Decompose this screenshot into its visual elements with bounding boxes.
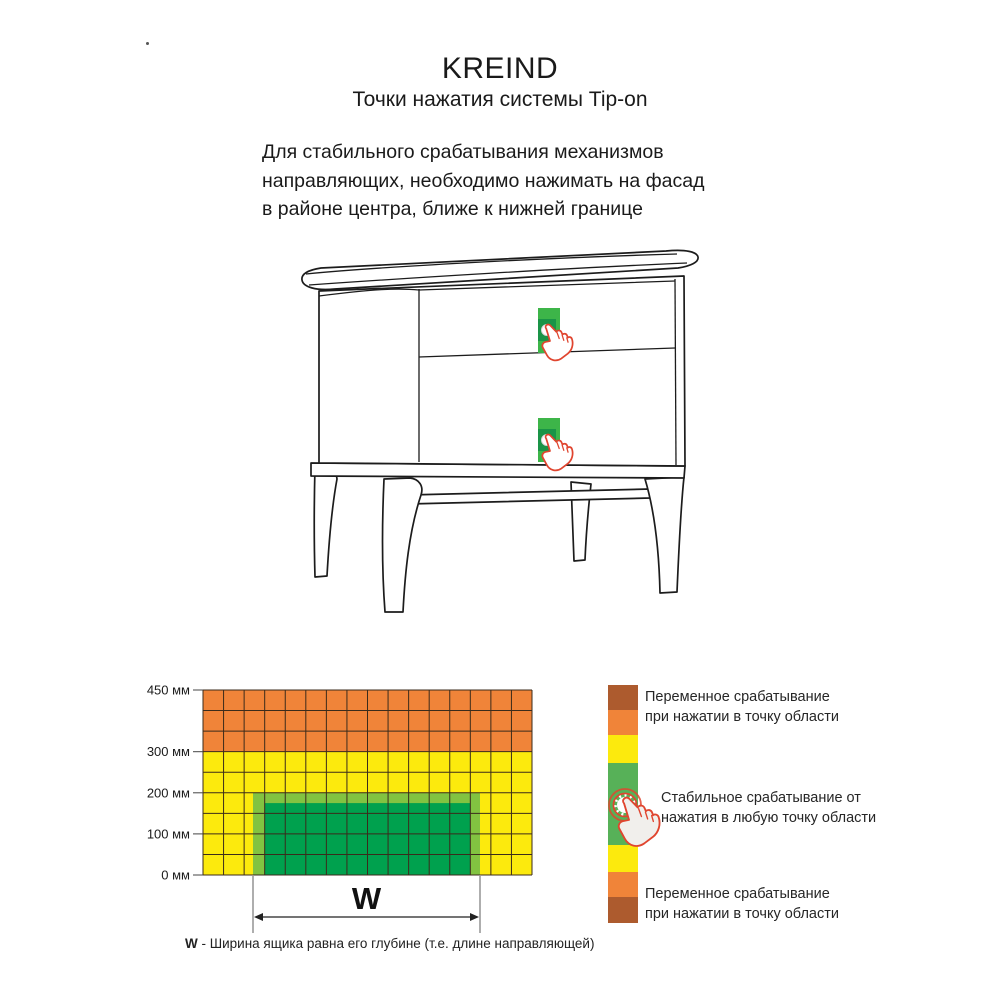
top-edge-line xyxy=(308,262,688,286)
page-title: KREIND xyxy=(441,52,559,85)
axis-tick-label: 0 мм xyxy=(161,868,190,883)
axis-tick-label: 300 мм xyxy=(147,744,190,759)
w-label: W xyxy=(352,881,382,916)
arrow-head-right xyxy=(470,913,479,921)
press-zone-chart: 450 мм 300 мм 200 мм 100 мм 0 мм W xyxy=(147,683,533,933)
w-caption-text: - Ширина ящика равна его глубине (т.е. д… xyxy=(197,936,595,951)
arrow-head-left xyxy=(254,913,263,921)
axis-tick-label: 450 мм xyxy=(147,683,190,698)
top-molding-line xyxy=(305,253,678,275)
leg-back-right xyxy=(570,481,592,562)
intro-paragraph: Для стабильного срабатывания механизмов … xyxy=(262,141,705,220)
right-stile-line xyxy=(674,278,677,466)
leg-back-left xyxy=(313,465,338,578)
legend-bar-segment-yellow-bottom xyxy=(608,845,638,872)
cabinet-legs xyxy=(310,462,686,613)
cabinet-top xyxy=(301,249,699,291)
legend-bar-segment-orange-top xyxy=(608,710,638,735)
legend-bar-segment-brown-top xyxy=(608,685,638,710)
legend-bar-segment-orange-bottom xyxy=(608,872,638,897)
legend-item-stable: Стабильное срабатывание от нажатия в люб… xyxy=(661,790,877,826)
cabinet-body xyxy=(318,275,686,467)
press-hand-icon xyxy=(617,796,661,847)
legend-bar-segment-yellow-top xyxy=(608,735,638,763)
w-caption: W - Ширина ящика равна его глубине (т.е.… xyxy=(185,936,594,951)
axis-tick-label: 200 мм xyxy=(147,785,190,800)
axis-tick-label: 100 мм xyxy=(147,826,190,841)
cabinet-illustration xyxy=(301,249,699,613)
leg-front-right xyxy=(644,476,685,594)
press-point-upper xyxy=(538,308,574,362)
legend-press-icon xyxy=(608,788,661,847)
leg-front-left xyxy=(381,477,423,613)
legend-item-variable-bottom: Переменное срабатывание при нажатии в то… xyxy=(645,886,839,922)
print-speck xyxy=(146,42,149,45)
top-rail-curve xyxy=(318,280,676,297)
press-point-lower xyxy=(538,418,574,472)
legend-bar-segment-brown-bottom xyxy=(608,897,638,923)
w-caption-bold: W xyxy=(185,936,198,951)
page-subtitle: Точки нажатия системы Tip-on xyxy=(352,88,648,111)
legend-item-variable-top: Переменное срабатывание при нажатии в то… xyxy=(645,689,839,725)
front-rail xyxy=(407,488,651,505)
